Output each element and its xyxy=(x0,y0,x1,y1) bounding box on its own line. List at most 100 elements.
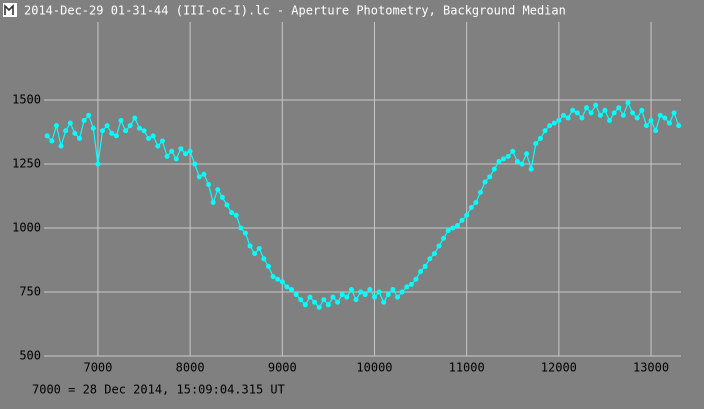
data-point xyxy=(146,135,152,141)
data-point xyxy=(123,128,129,134)
y-tick-label: 1000 xyxy=(12,221,41,235)
data-point xyxy=(206,182,212,188)
data-point xyxy=(450,225,456,231)
data-point xyxy=(265,263,271,269)
data-point xyxy=(312,299,318,305)
data-point xyxy=(597,112,603,118)
data-point xyxy=(376,289,382,295)
data-point xyxy=(100,128,106,134)
data-point xyxy=(210,199,216,205)
data-point xyxy=(473,199,479,205)
data-point xyxy=(565,115,571,121)
data-point xyxy=(109,130,115,136)
data-point xyxy=(72,130,78,136)
x-tick-label: 13000 xyxy=(633,361,669,375)
data-point xyxy=(404,284,410,290)
data-point xyxy=(293,292,299,298)
data-point xyxy=(657,112,663,118)
x-tick-label: 11000 xyxy=(449,361,485,375)
data-point xyxy=(252,251,258,257)
data-point xyxy=(408,281,414,287)
data-point xyxy=(533,141,539,147)
data-point xyxy=(86,112,92,118)
data-point xyxy=(519,161,525,167)
data-point xyxy=(104,123,110,129)
x-tick-label: 10000 xyxy=(356,361,392,375)
data-point xyxy=(159,138,165,144)
data-point xyxy=(395,294,401,300)
data-point xyxy=(413,276,419,282)
data-point xyxy=(58,143,64,149)
data-point xyxy=(339,292,345,298)
data-point xyxy=(242,230,248,236)
data-point xyxy=(196,174,202,180)
data-point xyxy=(510,148,516,154)
data-point xyxy=(261,256,267,262)
data-point xyxy=(289,286,295,292)
data-point xyxy=(67,120,73,126)
data-point xyxy=(298,297,304,303)
data-point xyxy=(482,179,488,185)
data-point xyxy=(676,123,682,129)
data-point xyxy=(556,118,562,124)
data-point xyxy=(215,187,221,193)
data-point xyxy=(427,256,433,262)
data-point xyxy=(491,166,497,172)
data-point xyxy=(53,123,59,129)
y-tick-label: 1500 xyxy=(12,93,41,107)
data-point xyxy=(477,189,483,195)
data-point xyxy=(127,123,133,129)
data-point xyxy=(579,115,585,121)
data-point xyxy=(593,102,599,108)
data-point xyxy=(132,115,138,121)
data-point xyxy=(224,202,230,208)
data-point xyxy=(155,143,161,149)
data-point xyxy=(547,123,553,129)
data-point xyxy=(219,194,225,200)
y-tick-label: 750 xyxy=(19,285,41,299)
data-point xyxy=(63,128,69,134)
data-point xyxy=(238,225,244,231)
data-point xyxy=(270,274,276,280)
data-point xyxy=(367,286,373,292)
data-point xyxy=(358,289,364,295)
data-point xyxy=(459,217,465,223)
data-point xyxy=(560,112,566,118)
data-point xyxy=(325,302,331,308)
data-point xyxy=(256,246,262,252)
window-title: 2014-Dec-29 01-31-44 (III-oc-I).lc - Ape… xyxy=(24,4,566,18)
data-point xyxy=(316,304,322,310)
data-point xyxy=(362,292,368,298)
y-tick-label: 500 xyxy=(19,349,41,363)
data-point xyxy=(118,118,124,124)
data-point xyxy=(418,269,424,275)
data-point xyxy=(602,107,608,113)
data-point xyxy=(648,118,654,124)
data-point xyxy=(501,156,507,162)
time-annotation: 7000 = 28 Dec 2014, 15:09:04.315 UT xyxy=(32,383,285,397)
data-point xyxy=(201,171,207,177)
data-point xyxy=(611,110,617,116)
data-point xyxy=(505,153,511,159)
data-point xyxy=(634,115,640,121)
data-point xyxy=(422,263,428,269)
data-point xyxy=(335,299,341,305)
data-point xyxy=(95,161,101,167)
data-point xyxy=(173,156,179,162)
data-point xyxy=(353,297,359,303)
data-point xyxy=(233,212,239,218)
data-point xyxy=(381,299,387,305)
data-point xyxy=(487,174,493,180)
data-point xyxy=(229,210,235,216)
data-point xyxy=(113,133,119,139)
data-point xyxy=(671,110,677,116)
data-point xyxy=(371,294,377,300)
data-point xyxy=(164,153,170,159)
data-point xyxy=(431,251,437,257)
data-point xyxy=(330,294,336,300)
data-point xyxy=(49,138,55,144)
data-point xyxy=(302,302,308,308)
data-point xyxy=(528,166,534,172)
data-point xyxy=(141,128,147,134)
